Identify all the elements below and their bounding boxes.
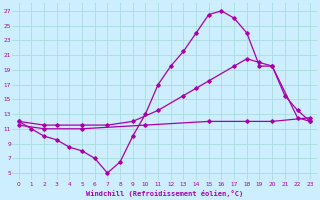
X-axis label: Windchill (Refroidissement éolien,°C): Windchill (Refroidissement éolien,°C) [86,190,243,197]
